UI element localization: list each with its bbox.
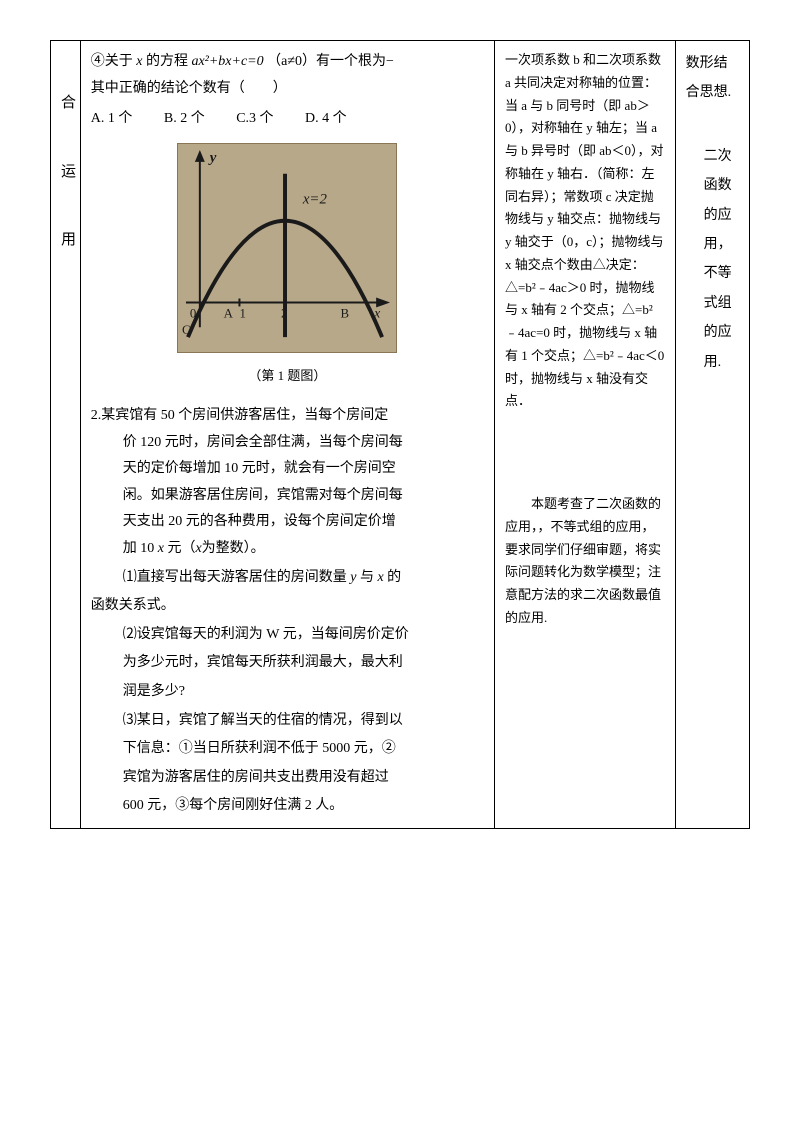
q2-sub3-b: 下信息：①当日所获利润不低于 5000 元，② <box>91 736 484 763</box>
figure-caption: （第 1 题图） <box>91 364 484 389</box>
svg-text:2: 2 <box>281 306 287 320</box>
q2-sub3-c: 宾馆为游客居住的房间共支出费用没有超过 <box>91 765 484 792</box>
svg-text:B: B <box>341 306 350 320</box>
q2-line-4: 天支出 20 元的各种费用，设每个房间定价增 <box>91 509 484 536</box>
q2-sub3-d: 600 元，③每个房间刚好住满 2 人。 <box>91 793 484 820</box>
svg-text:A: A <box>224 306 234 320</box>
q2-block: 2.某宾馆有 50 个房间供游客居住，当每个房间定 价 120 元时，房间会全部… <box>91 403 484 820</box>
q2-head: 2.某宾馆有 50 个房间供游客居住，当每个房间定 <box>91 403 484 430</box>
option-b: B. 2 个 <box>164 106 205 133</box>
notes-cell: 一次项系数 b 和二次项系数 a 共同决定对称轴的位置：当 a 与 b 同号时（… <box>495 41 676 829</box>
right-p2: 二次函数的应用，不等式组的应用. <box>686 142 739 377</box>
parabola-svg: y x=2 0 C A 1 2 B x <box>178 144 396 352</box>
q2-sub3-a: ⑶某日，宾馆了解当天的住宿的情况，得到以 <box>91 708 484 735</box>
right-p1: 数形结合思想. <box>686 49 739 108</box>
q2-sub2-c: 润是多少? <box>91 679 484 706</box>
label-char-1: 合 <box>61 89 70 118</box>
q1-tail: 其中正确的结论个数有（ ） <box>91 76 484 103</box>
svg-text:C: C <box>182 323 191 337</box>
right-cell: 数形结合思想. 二次函数的应用，不等式组的应用. <box>675 41 749 829</box>
main-content-cell: ④关于 x 的方程 ax²+bx+c=0 （a≠0）有一个根为− 其中正确的结论… <box>80 41 494 829</box>
svg-text:1: 1 <box>240 306 246 320</box>
q2-sub2-b: 为多少元时，宾馆每天所获利润最大，最大利 <box>91 650 484 677</box>
q2-line-2: 天的定价每增加 10 元时，就会有一个房间空 <box>91 456 484 483</box>
option-c: C.3 个 <box>236 106 273 133</box>
label-char-2: 运 <box>61 158 70 187</box>
notes-p2: 本题考查了二次函数的应用，，不等式组的应用，要求同学们仔细审题，将实际问题转化为… <box>505 493 665 630</box>
q2-sub1-b: 函数关系式。 <box>91 593 484 620</box>
notes-p1: 一次项系数 b 和二次项系数 a 共同决定对称轴的位置：当 a 与 b 同号时（… <box>505 49 665 413</box>
lesson-table: 合 运 用 ④关于 x 的方程 ax²+bx+c=0 （a≠0）有一个根为− 其… <box>50 40 750 829</box>
q1-statement-4: ④关于 x 的方程 ax²+bx+c=0 （a≠0）有一个根为− <box>91 49 484 76</box>
label-char-3: 用 <box>61 226 70 255</box>
figure-wrapper: y x=2 0 C A 1 2 B x <box>91 143 484 363</box>
q2-line-5: 加 10 x 元（x为整数）。 <box>91 536 484 563</box>
svg-text:y: y <box>208 150 217 166</box>
svg-text:x: x <box>374 305 382 320</box>
svg-text:0: 0 <box>190 306 196 320</box>
q1-options: A. 1 个 B. 2 个 C.3 个 D. 4 个 <box>91 106 484 133</box>
option-a: A. 1 个 <box>91 106 133 133</box>
q2-sub2-a: ⑵设宾馆每天的利润为 W 元，当每间房价定价 <box>91 622 484 649</box>
section-label-cell: 合 运 用 <box>51 41 81 829</box>
svg-text:x=2: x=2 <box>302 191 328 207</box>
parabola-figure: y x=2 0 C A 1 2 B x <box>177 143 397 353</box>
q2-line-3: 闲。如果游客居住房间，宾馆需对每个房间每 <box>91 483 484 510</box>
q2-line-1: 价 120 元时，房间会全部住满，当每个房间每 <box>91 430 484 457</box>
q2-sub1: ⑴直接写出每天游客居住的房间数量 y 与 x 的 <box>91 565 484 592</box>
option-d: D. 4 个 <box>305 106 347 133</box>
